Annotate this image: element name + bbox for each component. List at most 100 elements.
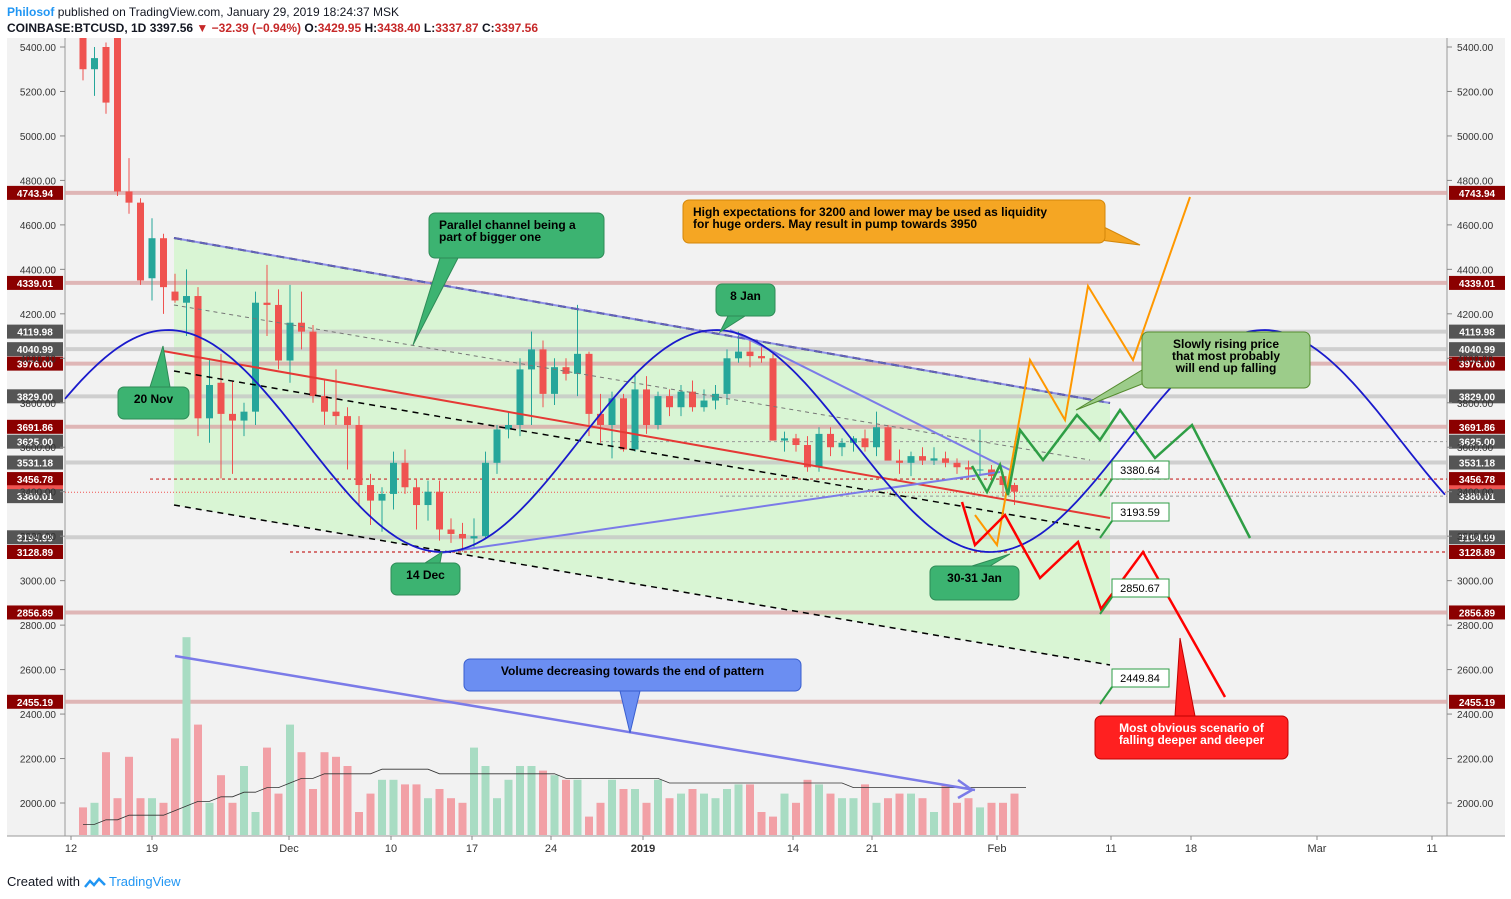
candle-body xyxy=(160,238,167,288)
volume-bar xyxy=(1010,793,1019,835)
volume-bar xyxy=(734,784,743,835)
y-tick-label-left: 2400.00 xyxy=(20,710,57,721)
candle-body xyxy=(700,400,708,408)
candle-body xyxy=(286,322,294,361)
price-level-tag-right xyxy=(1449,419,1505,434)
x-tick-label: Mar xyxy=(1308,843,1327,855)
volume-bar xyxy=(596,802,605,835)
volume-bar xyxy=(654,779,662,835)
volume-bar xyxy=(366,793,375,835)
volume-bar xyxy=(987,802,996,835)
rising-note-box xyxy=(1141,331,1311,389)
price-level-tag-left xyxy=(7,530,63,545)
candle-body xyxy=(746,351,754,357)
volume-bar xyxy=(769,816,777,835)
target-label: 2850.67 xyxy=(1120,583,1160,595)
price-level-label-left: 2856.89 xyxy=(17,608,54,619)
open-label: O: xyxy=(304,21,318,35)
volume-bar xyxy=(102,752,110,835)
y-tick-label-left: 5000.00 xyxy=(20,132,57,143)
volume-bar xyxy=(159,802,168,835)
price-level-label-left: 3976.00 xyxy=(17,360,54,371)
jan30-note-text: 30-31 Jan xyxy=(947,571,1002,585)
volume-note-box xyxy=(463,658,802,692)
y-tick-label-left: 3800.00 xyxy=(20,399,57,410)
candle-body xyxy=(919,456,926,461)
price-level-label-right: 3976.00 xyxy=(1459,360,1496,371)
price-level-label-left: 3456.78 xyxy=(17,475,54,486)
price-level-label-left: 2455.19 xyxy=(17,698,54,709)
volume-ma-line xyxy=(83,768,1026,825)
price-level-label-right: 3531.18 xyxy=(1459,459,1496,470)
candle-body xyxy=(873,427,880,448)
target-label: 3380.64 xyxy=(1120,465,1160,477)
x-tick-label: 12 xyxy=(65,843,77,855)
candle-body xyxy=(263,302,271,305)
y-tick-label-right: 4200.00 xyxy=(1457,310,1494,321)
volume-bar xyxy=(746,784,754,835)
volume-bar xyxy=(792,802,800,835)
volume-bar xyxy=(849,798,858,835)
y-tick-label-left: 4000.00 xyxy=(20,354,57,365)
red-scenario-path xyxy=(960,501,1227,698)
x-tick-label: 19 xyxy=(146,843,158,855)
candle-body xyxy=(965,467,972,470)
volume-bar xyxy=(907,793,915,835)
footer: Created with TradingView xyxy=(7,874,181,889)
close-label: C: xyxy=(481,21,495,35)
volume-bar xyxy=(941,784,950,835)
y-tick-label-left: 3400.00 xyxy=(20,488,57,499)
candle-body xyxy=(712,393,719,401)
candle-body xyxy=(321,396,328,412)
candle-body xyxy=(838,442,846,448)
price-level-tag-left xyxy=(7,455,63,470)
target-pointer xyxy=(1099,596,1113,615)
candle-body xyxy=(206,384,213,419)
price-level-label-left: 3691.86 xyxy=(17,423,54,434)
price-level-tag-right xyxy=(1449,489,1505,504)
candle-body xyxy=(953,462,961,468)
tradingview-logo-icon[interactable] xyxy=(83,876,106,889)
candle-body xyxy=(217,382,225,414)
price-level-label-left: 3829.00 xyxy=(17,392,54,403)
volume-bar xyxy=(677,793,685,835)
tradingview-link[interactable]: TradingView xyxy=(109,874,181,889)
candle-body xyxy=(367,485,374,501)
y-axis: 2000.00 2000.00 2200.00 2200.00 2400.00 2400.… xyxy=(20,43,1494,810)
y-tick-label-right: 3600.00 xyxy=(1457,443,1494,454)
price-level-tag-right xyxy=(1449,530,1505,545)
pump-note-text: High expectations for 3200 and lower may… xyxy=(693,205,1047,219)
x-tick-label: 14 xyxy=(787,843,799,855)
candle-body xyxy=(574,353,581,374)
y-tick-label-right: 3000.00 xyxy=(1457,577,1494,588)
volume-bar xyxy=(90,802,99,835)
x-tick-label: Feb xyxy=(988,843,1007,855)
candle-body xyxy=(723,358,731,394)
candle-body xyxy=(643,389,650,425)
price-level-label-right: 3829.00 xyxy=(1459,392,1496,403)
candle-body xyxy=(447,529,455,534)
price-level-tag-left xyxy=(7,342,63,357)
y-tick-label-right: 3400.00 xyxy=(1457,488,1494,499)
author-name[interactable]: Philosof xyxy=(7,5,55,19)
x-axis: 12 19 Dec 10 17 24 2019 14 21 Feb 11 18 Mar 11 xyxy=(65,836,1438,855)
green-scenario-path xyxy=(970,407,1252,539)
jan30-note-box xyxy=(929,565,1020,601)
y-tick-label-left: 5200.00 xyxy=(20,87,57,98)
volume-bar xyxy=(826,793,835,835)
volume-bar xyxy=(688,789,697,835)
price-level-tag-right xyxy=(1449,544,1505,559)
candle-body xyxy=(620,398,627,450)
price-level-tag-right xyxy=(1449,694,1505,709)
candle-body xyxy=(344,416,351,425)
volume-bar xyxy=(838,798,846,835)
candle-body xyxy=(114,38,121,192)
price-change: −32.39 (−0.94%) xyxy=(211,21,302,35)
candle-body xyxy=(137,202,144,281)
price-level-label-left: 4040.99 xyxy=(17,345,54,356)
x-tick-label: 18 xyxy=(1185,843,1197,855)
candle-body xyxy=(401,462,409,488)
volume-bar xyxy=(780,793,789,835)
price-level-label-right: 4743.94 xyxy=(1459,189,1496,200)
